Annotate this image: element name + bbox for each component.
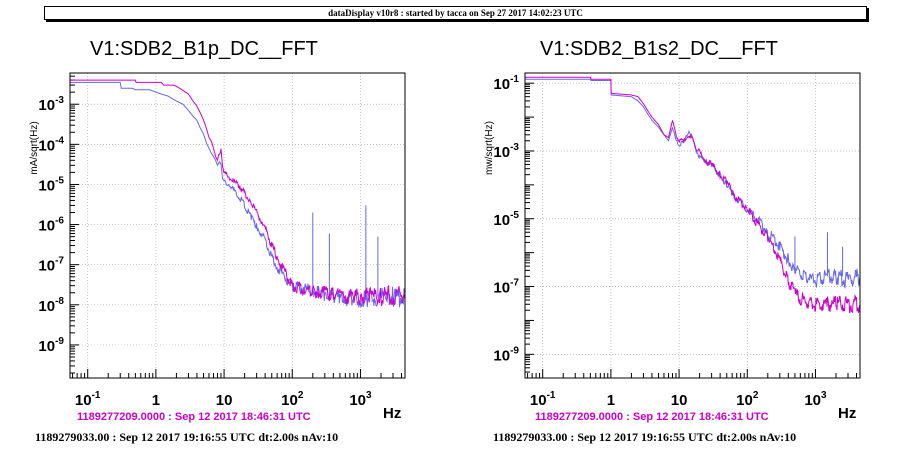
y-axis-label: mA/sqrt(Hz) <box>29 121 40 174</box>
grid <box>525 73 860 378</box>
x-tick-label: 103 <box>349 390 372 409</box>
chart-title: V1:SDB2_B1s2_DC__FFT <box>540 38 778 60</box>
y-tick-label: 10-7 <box>38 256 64 275</box>
display-banner: dataDisplay v10r8 : started by tacca on … <box>44 6 867 20</box>
timestamp-current: 1189279033.00 : Sep 12 2017 19:16:55 UTC… <box>35 430 338 444</box>
x-tick-label: 103 <box>804 390 827 409</box>
y-tick-label: 10-9 <box>493 345 519 364</box>
y-axis-label: mw/sqrt(Hz) <box>484 121 495 175</box>
x-tick-label: 10 <box>216 392 233 409</box>
timestamp-current: 1189279033.00 : Sep 12 2017 19:16:55 UTC… <box>493 430 796 444</box>
x-tick-label: 1 <box>607 392 615 409</box>
y-tick-label: 10-1 <box>493 74 519 93</box>
fft-panel-2: V1:SDB2_B1s2_DC__FFT mw/sqrt(Hz) 10-1 1 10 10… <box>484 38 861 444</box>
plot-frame <box>69 72 406 379</box>
y-tick-label: 10-5 <box>38 175 64 194</box>
y-tick-label: 10-4 <box>38 135 64 154</box>
x-tick-label: 102 <box>736 390 759 409</box>
series-current-line <box>525 76 860 314</box>
grid <box>70 73 405 378</box>
minor-ticks <box>525 72 858 379</box>
chart-title: V1:SDB2_B1p_DC__FFT <box>90 38 318 60</box>
series-current-line <box>70 79 405 307</box>
y-tick-label: 10-6 <box>38 216 64 235</box>
x-tick-label: 10-1 <box>75 390 101 409</box>
y-tick-label: 10-3 <box>493 142 519 161</box>
x-tick-label: 1 <box>152 392 160 409</box>
y-tick-label: 10-3 <box>38 95 64 114</box>
timestamp-reference: 1189277209.0000 : Sep 12 2017 18:46:31 U… <box>535 411 769 423</box>
banner-title: dataDisplay v10r8 : started by tacca on … <box>328 8 583 18</box>
plot-frame <box>524 72 861 379</box>
fft-panel-1: V1:SDB2_B1p_DC__FFT mA/sqrt(Hz) 10-1 1 10 102… <box>29 38 406 444</box>
minor-ticks <box>70 72 403 378</box>
x-tick-label: 10 <box>671 392 688 409</box>
x-tick-label: 10-1 <box>530 390 556 409</box>
x-tick-label: 102 <box>281 390 304 409</box>
x-axis-label: Hz <box>838 405 856 422</box>
y-tick-label: 10-8 <box>38 296 64 315</box>
y-tick-label: 10-7 <box>493 278 519 297</box>
series-reference-line <box>70 81 405 308</box>
y-tick-label: 10-5 <box>493 210 519 229</box>
x-axis-label: Hz <box>383 405 401 422</box>
timestamp-reference: 1189277209.0000 : Sep 12 2017 18:46:31 U… <box>77 411 311 423</box>
y-tick-label: 10-9 <box>38 336 64 355</box>
series-reference-line <box>525 78 860 289</box>
